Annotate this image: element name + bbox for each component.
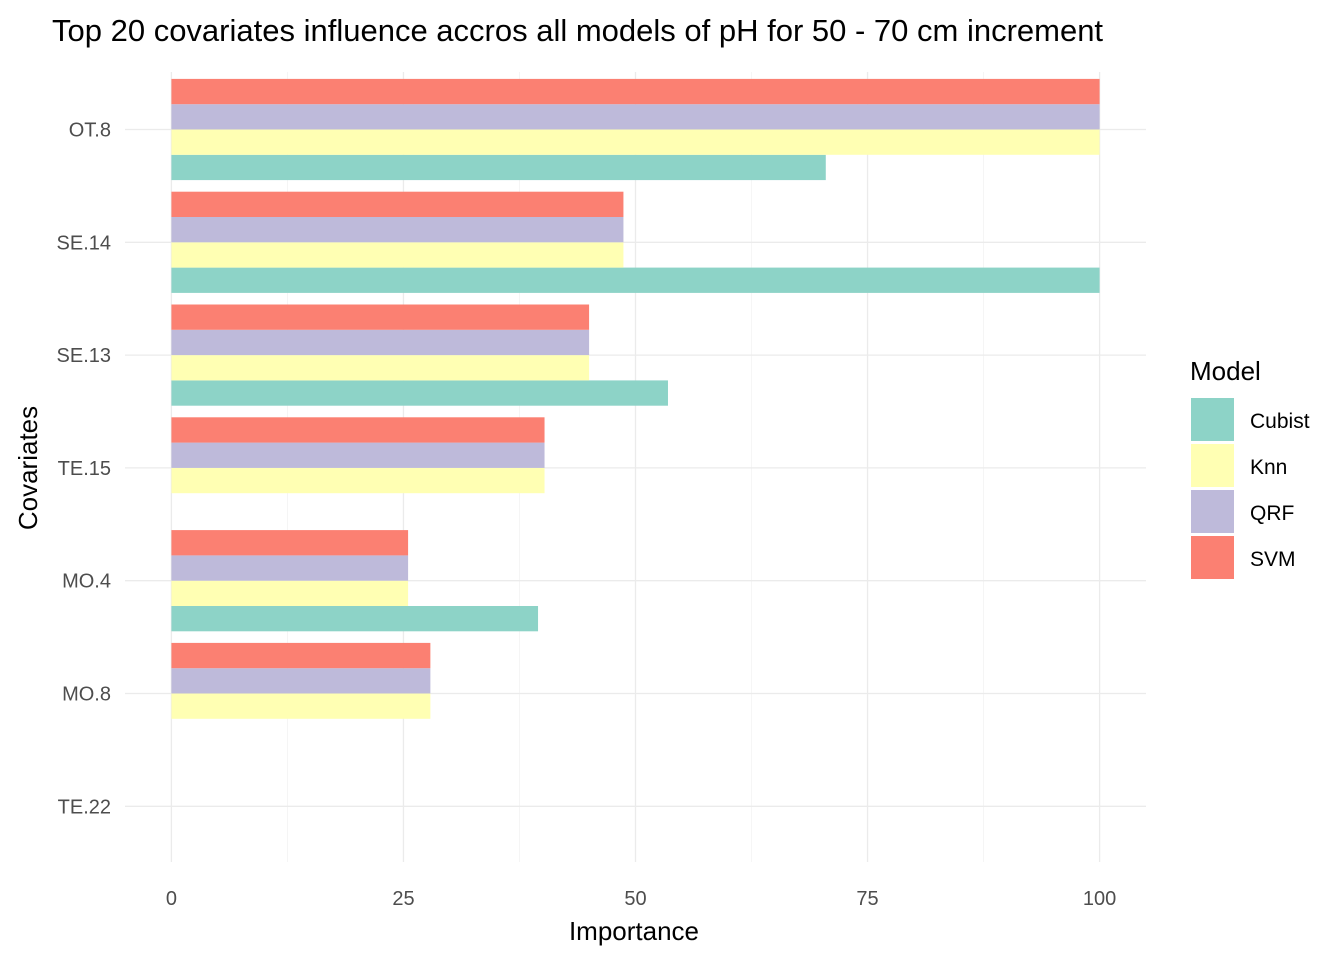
bar bbox=[171, 154, 826, 181]
y-axis-tick-labels: OT.8 SE.14 SE.13 TE.15 MO.4 MO.8 TE.22 bbox=[57, 120, 111, 819]
bar bbox=[171, 78, 1100, 105]
legend-label: Cubist bbox=[1250, 410, 1310, 433]
bar bbox=[171, 191, 624, 217]
bar bbox=[171, 129, 1100, 155]
x-tick-label: 100 bbox=[1083, 888, 1116, 910]
y-tick-label: TE.22 bbox=[58, 796, 111, 818]
x-axis-tick-labels: 0 25 50 75 100 bbox=[166, 888, 1116, 910]
bar bbox=[171, 329, 590, 356]
y-axis-label: Covariates bbox=[13, 406, 43, 530]
x-axis-label: Importance bbox=[569, 916, 699, 946]
bar bbox=[171, 555, 409, 581]
y-tick-label: OT.8 bbox=[69, 120, 111, 142]
bar bbox=[171, 417, 545, 443]
x-tick-label: 25 bbox=[392, 888, 414, 910]
bar bbox=[171, 693, 431, 719]
bar bbox=[171, 530, 409, 556]
legend-label: SVM bbox=[1250, 548, 1296, 571]
legend-swatch bbox=[1191, 536, 1234, 579]
legend-swatch bbox=[1191, 398, 1234, 441]
bar bbox=[171, 355, 590, 381]
bar bbox=[171, 668, 431, 694]
bar bbox=[171, 242, 624, 268]
chart-title: Top 20 covariates influence accros all m… bbox=[52, 13, 1103, 48]
y-tick-label: SE.14 bbox=[57, 232, 111, 254]
bar bbox=[171, 467, 545, 494]
legend-swatch bbox=[1191, 444, 1234, 487]
bar bbox=[171, 104, 1100, 130]
y-tick-label: MO.4 bbox=[62, 571, 111, 593]
bar bbox=[171, 442, 545, 468]
x-tick-label: 75 bbox=[856, 888, 878, 910]
x-tick-label: 50 bbox=[624, 888, 646, 910]
bar bbox=[171, 217, 624, 243]
legend-label: Knn bbox=[1250, 456, 1287, 479]
y-tick-label: MO.8 bbox=[62, 684, 111, 706]
bar bbox=[171, 267, 1100, 293]
bar bbox=[171, 304, 590, 330]
y-tick-label: TE.15 bbox=[58, 458, 111, 480]
bar bbox=[171, 606, 539, 632]
legend-items: Cubist Knn QRF SVM bbox=[1191, 398, 1310, 579]
bar bbox=[171, 580, 409, 606]
legend-label: QRF bbox=[1250, 502, 1294, 525]
bars bbox=[171, 78, 1100, 719]
bar bbox=[171, 380, 668, 406]
legend-title: Model bbox=[1190, 356, 1261, 386]
legend: Model Cubist Knn QRF SVM bbox=[1190, 356, 1310, 579]
bar bbox=[171, 642, 431, 669]
x-tick-label: 0 bbox=[166, 888, 177, 910]
legend-swatch bbox=[1191, 490, 1234, 533]
y-tick-label: SE.13 bbox=[57, 345, 111, 367]
